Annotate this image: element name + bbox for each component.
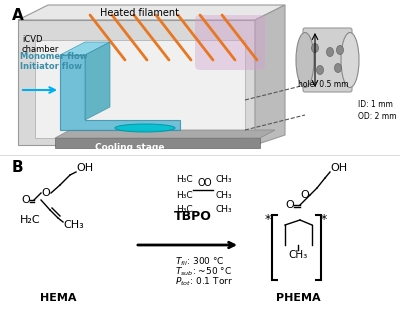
Text: *: *	[321, 214, 327, 226]
Text: A: A	[12, 8, 24, 23]
Text: PHEMA: PHEMA	[276, 293, 320, 303]
Text: hole: 0.5 mm: hole: 0.5 mm	[298, 80, 348, 89]
Text: $T_{fil}$: 300 °C: $T_{fil}$: 300 °C	[175, 255, 225, 268]
Polygon shape	[18, 5, 285, 20]
Text: $P_{tot}$: 0.1 Torr: $P_{tot}$: 0.1 Torr	[175, 275, 233, 287]
Text: OH: OH	[76, 163, 93, 173]
Text: iCVD
chamber: iCVD chamber	[22, 35, 59, 54]
Text: H₂C: H₂C	[20, 215, 40, 225]
Text: Initiator flow: Initiator flow	[20, 62, 82, 71]
Text: O: O	[203, 178, 211, 188]
Polygon shape	[255, 5, 285, 145]
Text: O: O	[42, 188, 50, 198]
Text: CH₃: CH₃	[215, 205, 232, 214]
Polygon shape	[18, 20, 255, 145]
Text: O: O	[301, 190, 309, 200]
Text: H₃C: H₃C	[176, 205, 193, 214]
Polygon shape	[55, 130, 275, 138]
Polygon shape	[55, 138, 260, 148]
Text: Monomer flow: Monomer flow	[20, 52, 88, 61]
Ellipse shape	[334, 64, 342, 73]
Text: Heated filament: Heated filament	[100, 8, 180, 18]
Text: ID: 1 mm: ID: 1 mm	[358, 100, 393, 109]
Text: O: O	[286, 200, 294, 210]
Text: CH₃: CH₃	[215, 191, 232, 200]
Text: O: O	[197, 178, 205, 188]
Text: CH₃: CH₃	[215, 176, 232, 184]
Polygon shape	[60, 55, 180, 130]
Text: $T_{sub}$: ~50 °C: $T_{sub}$: ~50 °C	[175, 265, 232, 277]
Ellipse shape	[312, 44, 318, 53]
Polygon shape	[85, 42, 110, 120]
Text: *: *	[265, 214, 271, 226]
Ellipse shape	[316, 66, 324, 74]
Text: H₃C: H₃C	[176, 176, 193, 184]
Ellipse shape	[326, 48, 334, 57]
Polygon shape	[60, 42, 110, 55]
Text: Cooling stage: Cooling stage	[95, 143, 165, 152]
Polygon shape	[35, 40, 245, 138]
FancyBboxPatch shape	[195, 15, 265, 70]
Text: TBPO: TBPO	[174, 210, 212, 223]
FancyBboxPatch shape	[303, 28, 352, 92]
Text: B: B	[12, 160, 24, 175]
Text: CH₃: CH₃	[63, 220, 84, 230]
Text: OD: 2 mm: OD: 2 mm	[358, 112, 396, 121]
Text: HEMA: HEMA	[40, 293, 76, 303]
Ellipse shape	[115, 124, 175, 132]
Ellipse shape	[336, 45, 344, 54]
Text: O: O	[22, 195, 30, 205]
Text: OH: OH	[330, 163, 347, 173]
Text: H₃C: H₃C	[176, 191, 193, 200]
Ellipse shape	[341, 32, 359, 87]
Ellipse shape	[296, 32, 314, 87]
Text: CH₃: CH₃	[288, 250, 308, 260]
